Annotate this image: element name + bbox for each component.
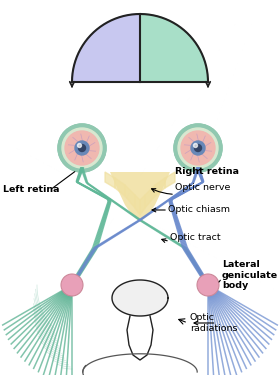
Polygon shape [125,185,135,208]
Polygon shape [105,172,115,188]
Text: Optic chiasm: Optic chiasm [152,206,230,214]
Text: Optic
radiations: Optic radiations [190,313,237,333]
Polygon shape [112,280,168,316]
Polygon shape [135,195,140,215]
Circle shape [75,141,89,155]
Circle shape [62,128,102,168]
Polygon shape [145,185,155,208]
Circle shape [65,131,99,165]
Circle shape [191,141,205,155]
Polygon shape [155,178,165,196]
Text: Optic nerve: Optic nerve [151,183,230,194]
Polygon shape [140,14,208,82]
Circle shape [197,274,219,296]
Text: Left retina: Left retina [3,186,59,195]
Circle shape [181,131,215,165]
Circle shape [61,274,83,296]
Text: Lateral
geniculate
body: Lateral geniculate body [222,260,278,290]
Polygon shape [110,172,170,222]
Polygon shape [165,172,175,188]
Polygon shape [140,195,145,215]
Circle shape [178,128,218,168]
Circle shape [174,124,222,172]
Text: Optic tract: Optic tract [162,234,221,243]
Text: Right retina: Right retina [175,168,239,177]
Polygon shape [72,14,140,82]
Circle shape [195,144,202,152]
Polygon shape [115,178,125,196]
Circle shape [78,144,85,152]
Circle shape [78,144,81,147]
Circle shape [58,124,106,172]
Circle shape [193,144,197,147]
